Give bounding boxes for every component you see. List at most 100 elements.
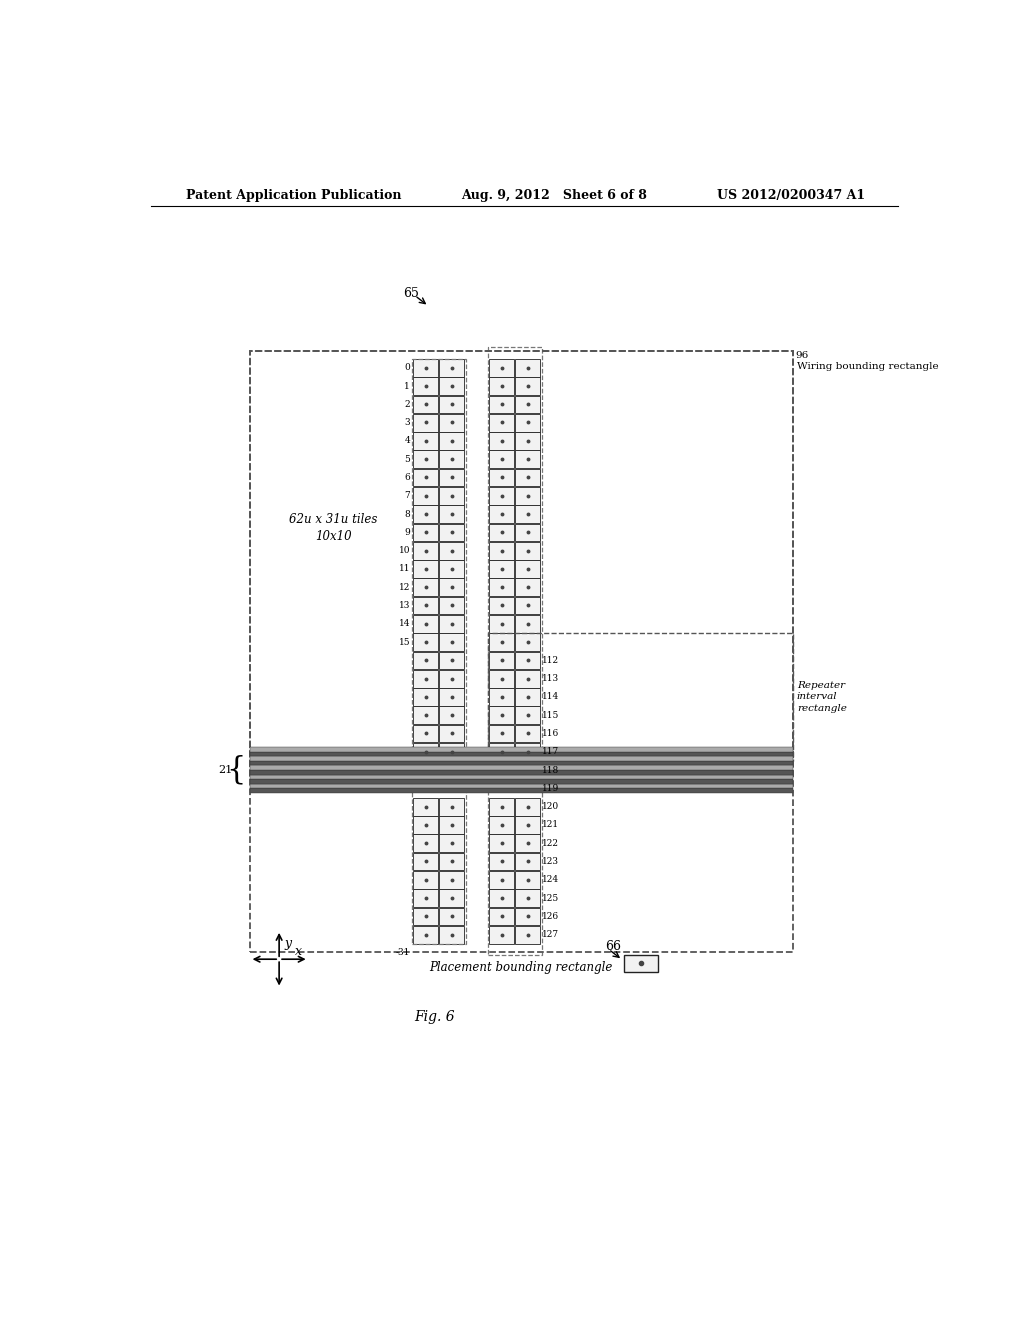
Bar	[489, 396, 514, 413]
Bar	[414, 908, 438, 925]
Bar	[414, 871, 438, 888]
Bar	[250, 351, 793, 952]
Bar	[250, 752, 793, 756]
Bar	[489, 652, 514, 669]
Text: 9: 9	[404, 528, 410, 537]
Bar	[489, 706, 514, 725]
Text: Patent Application Publication: Patent Application Publication	[186, 189, 401, 202]
Text: 62u x 31u tiles
10x10: 62u x 31u tiles 10x10	[289, 513, 378, 543]
Bar	[438, 871, 464, 888]
Bar	[515, 725, 540, 742]
Bar	[489, 925, 514, 944]
Bar	[250, 770, 793, 775]
Bar	[515, 524, 540, 541]
Text: 15: 15	[398, 638, 410, 647]
Bar	[438, 816, 464, 834]
Text: Aug. 9, 2012   Sheet 6 of 8: Aug. 9, 2012 Sheet 6 of 8	[461, 189, 647, 202]
Bar	[414, 378, 438, 395]
Bar	[515, 541, 540, 560]
Text: 116: 116	[542, 729, 559, 738]
Text: -31: -31	[395, 948, 410, 957]
Bar	[489, 890, 514, 907]
Bar	[414, 652, 438, 669]
Text: 112: 112	[542, 656, 559, 665]
Bar	[414, 615, 438, 632]
Bar	[414, 597, 438, 614]
Text: 121: 121	[542, 821, 559, 829]
Bar	[438, 797, 464, 816]
Bar	[515, 634, 540, 651]
Bar	[414, 541, 438, 560]
Bar	[489, 725, 514, 742]
Bar	[414, 560, 438, 578]
Bar	[515, 797, 540, 816]
Text: 3: 3	[404, 418, 410, 428]
Bar	[489, 597, 514, 614]
Bar	[489, 853, 514, 870]
Bar	[489, 359, 514, 376]
Bar	[414, 487, 438, 504]
Bar	[515, 925, 540, 944]
Bar	[515, 506, 540, 523]
Bar	[489, 688, 514, 706]
Bar	[489, 834, 514, 853]
Bar	[489, 797, 514, 816]
Bar	[515, 597, 540, 614]
Bar	[438, 925, 464, 944]
Bar	[489, 487, 514, 504]
Bar	[489, 450, 514, 469]
Bar	[250, 760, 793, 766]
Bar	[489, 560, 514, 578]
Bar	[438, 469, 464, 486]
Bar	[438, 688, 464, 706]
Text: 118: 118	[542, 766, 559, 775]
Bar	[438, 853, 464, 870]
Bar	[250, 747, 793, 752]
Bar	[438, 652, 464, 669]
Bar	[438, 359, 464, 376]
Bar	[414, 578, 438, 597]
Bar	[489, 634, 514, 651]
Bar	[489, 743, 514, 760]
Bar	[489, 414, 514, 432]
Text: 113: 113	[542, 675, 559, 684]
Bar	[412, 359, 466, 944]
Bar	[438, 725, 464, 742]
Bar	[624, 954, 658, 972]
Bar	[515, 414, 540, 432]
Bar	[414, 524, 438, 541]
Bar	[438, 597, 464, 614]
Bar	[250, 766, 793, 770]
Bar	[414, 706, 438, 725]
Bar	[414, 816, 438, 834]
Bar	[489, 908, 514, 925]
Bar	[438, 506, 464, 523]
Bar	[515, 669, 540, 688]
Bar	[489, 541, 514, 560]
Text: 124: 124	[542, 875, 559, 884]
Bar	[489, 506, 514, 523]
Text: 11: 11	[398, 565, 410, 573]
Bar	[515, 908, 540, 925]
Bar	[414, 396, 438, 413]
Bar	[438, 669, 464, 688]
Text: 125: 125	[542, 894, 559, 903]
Bar	[414, 634, 438, 651]
Text: 14: 14	[398, 619, 410, 628]
Text: x: x	[295, 945, 302, 958]
Bar	[487, 632, 793, 760]
Text: {: {	[226, 755, 246, 785]
Bar	[489, 816, 514, 834]
Bar	[414, 432, 438, 450]
Text: 2: 2	[404, 400, 410, 409]
Text: 114: 114	[542, 693, 559, 701]
Bar	[489, 432, 514, 450]
Bar	[250, 788, 793, 793]
Bar	[489, 378, 514, 395]
Bar	[438, 615, 464, 632]
Bar	[414, 688, 438, 706]
Bar	[250, 784, 793, 788]
Text: 8: 8	[404, 510, 410, 519]
Bar	[414, 797, 438, 816]
Bar	[414, 834, 438, 853]
